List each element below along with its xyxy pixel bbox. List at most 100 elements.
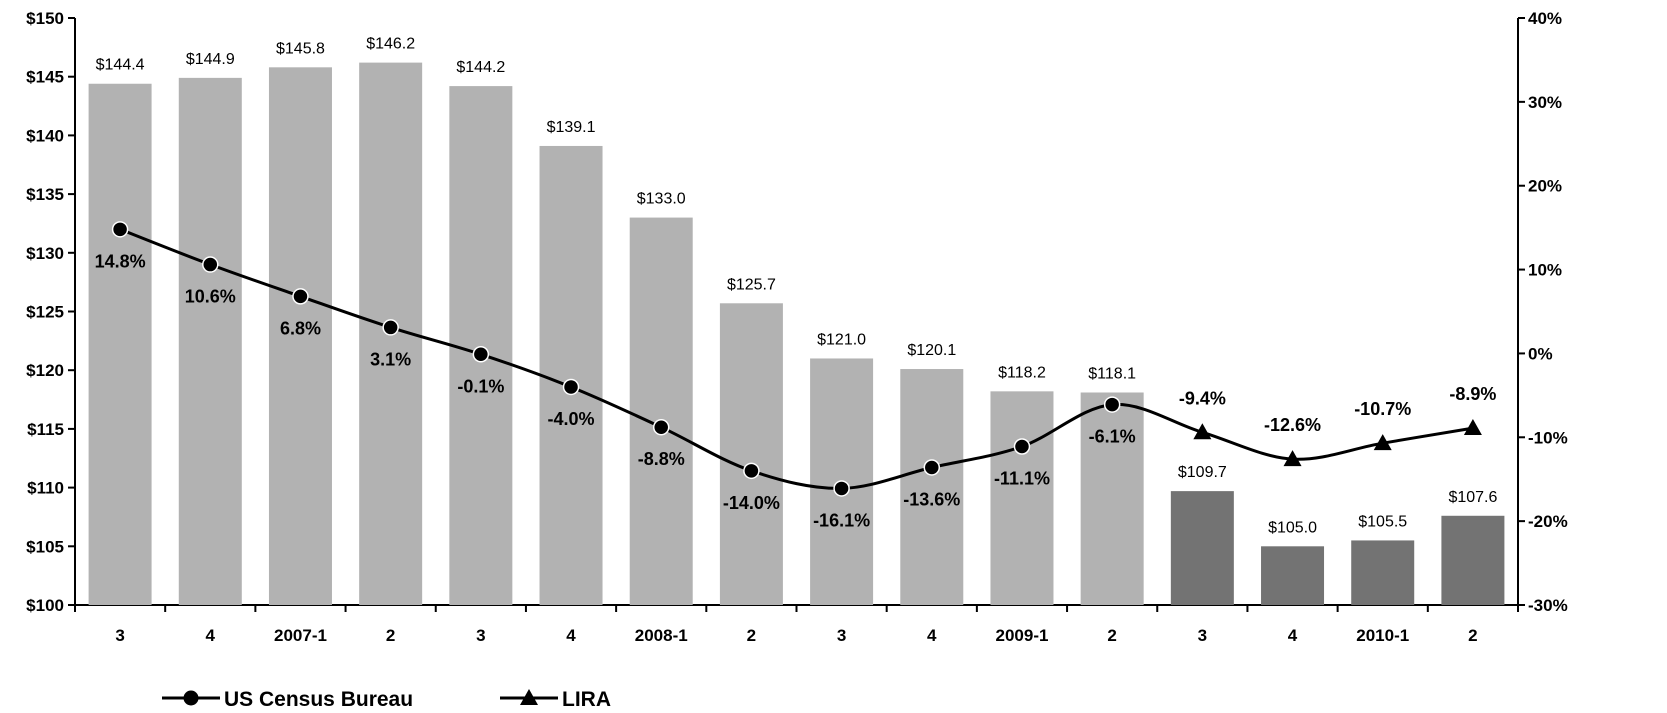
census-point xyxy=(202,256,219,273)
census-value-label: 10.6% xyxy=(185,287,236,307)
x-tick-label: 4 xyxy=(1288,626,1298,645)
census-value-label: 3.1% xyxy=(370,349,411,369)
y-right-tick-label: 10% xyxy=(1528,261,1562,280)
bar xyxy=(1441,515,1505,605)
bar-value-label: $105.5 xyxy=(1358,513,1407,530)
census-point xyxy=(923,459,941,476)
axes: $100 $105 $110 $115 $120 $125 $130 $135 $140 $145… xyxy=(26,9,1568,645)
lira-value-label: -9.4% xyxy=(1179,388,1226,408)
y-left-tick-label: $105 xyxy=(26,537,64,556)
y-right-tick-label: 20% xyxy=(1528,177,1562,196)
bar xyxy=(990,391,1054,605)
y-left-tick-label: $125 xyxy=(26,303,64,322)
bar-value-label: $139.1 xyxy=(547,119,596,136)
lira-value-label: -8.9% xyxy=(1449,384,1496,404)
x-tick-label: 2009-1 xyxy=(996,626,1049,645)
census-point xyxy=(292,288,309,305)
bar-value-label: $144.9 xyxy=(186,51,235,68)
x-tick-label: 3 xyxy=(115,626,124,645)
bar-value-label: $145.8 xyxy=(276,40,325,57)
lira-point xyxy=(1463,419,1482,436)
y-left-tick-label: $145 xyxy=(26,68,64,87)
y-left-tick-label: $135 xyxy=(26,185,64,204)
census-value-label: 6.8% xyxy=(280,318,321,338)
bar-value-label: $107.6 xyxy=(1448,489,1497,506)
y-right-tick-label: -30% xyxy=(1528,596,1568,615)
census-value-label: -13.6% xyxy=(903,489,960,509)
x-tick-label: 3 xyxy=(837,626,846,645)
census-point xyxy=(1103,396,1121,413)
census-point xyxy=(652,418,670,436)
x-tick-label: 3 xyxy=(476,626,485,645)
x-tick-label: 4 xyxy=(566,626,576,645)
legend-census-label: US Census Bureau xyxy=(224,688,413,711)
bar xyxy=(900,369,964,605)
x-tick-label: 2 xyxy=(1107,626,1116,645)
bar xyxy=(449,86,513,606)
census-value-label: -11.1% xyxy=(994,469,1050,489)
lira-point xyxy=(1193,423,1212,440)
legend-lira-label: LIRA xyxy=(562,688,611,711)
census-value-label: -0.1% xyxy=(457,376,504,396)
y-left-tick-label: $150 xyxy=(26,9,64,28)
bar-value-label: $125.7 xyxy=(727,276,776,293)
lira-value-label: -10.7% xyxy=(1354,399,1411,419)
bar xyxy=(1170,491,1234,605)
y-left-tick-label: $130 xyxy=(26,244,64,263)
series-markers xyxy=(111,221,1482,497)
y-left-tick-label: $100 xyxy=(26,596,64,615)
legend: US Census Bureau LIRA xyxy=(162,688,611,711)
series-lines xyxy=(119,227,1474,490)
census-value-label: -14.0% xyxy=(723,493,780,513)
bar xyxy=(1261,546,1325,605)
y-left-tick-label: $120 xyxy=(26,361,64,380)
x-tick-label: 4 xyxy=(206,626,216,645)
y-left-tick-label: $140 xyxy=(26,126,64,145)
lira-point xyxy=(1373,434,1392,451)
bar-value-labels: $144.4 $144.9 $145.8 $146.2 $144.2 $139.1 $133… xyxy=(96,36,1498,537)
bar xyxy=(539,145,603,605)
bar xyxy=(719,303,783,605)
x-tick-label: 2 xyxy=(1468,626,1477,645)
x-tick-label: 2007-1 xyxy=(274,626,327,645)
x-tick-label: 2008-1 xyxy=(635,626,688,645)
legend-lira-marker xyxy=(520,689,538,705)
census-point xyxy=(111,221,129,238)
trend-line xyxy=(119,227,1474,490)
legend-census-marker xyxy=(183,690,199,706)
y-right-tick-label: 40% xyxy=(1528,9,1562,28)
bar-value-label: $118.1 xyxy=(1088,366,1136,383)
bar-value-label: $144.2 xyxy=(456,59,505,76)
census-value-label: -4.0% xyxy=(548,409,595,429)
bar xyxy=(1080,392,1144,605)
bar-value-label: $121.0 xyxy=(817,331,866,348)
census-value-label: 14.8% xyxy=(95,251,146,271)
census-point xyxy=(743,462,760,480)
bar-value-label: $109.7 xyxy=(1178,464,1227,481)
x-tick-label: 2 xyxy=(386,626,395,645)
bar xyxy=(268,67,332,606)
lira-point xyxy=(1283,450,1302,467)
census-value-label: -6.1% xyxy=(1089,427,1136,447)
y-right-tick-label: -10% xyxy=(1528,428,1568,447)
bar-value-label: $144.4 xyxy=(96,57,145,74)
y-right-tick-label: -20% xyxy=(1528,512,1568,531)
y-left-tick-label: $110 xyxy=(27,479,64,498)
bar-value-label: $133.0 xyxy=(637,191,686,208)
census-point xyxy=(1013,438,1031,455)
bar-value-label: $120.1 xyxy=(907,342,956,359)
census-point xyxy=(833,480,850,497)
y-right-tick-label: 30% xyxy=(1528,93,1562,112)
x-tick-label: 2010-1 xyxy=(1356,626,1409,645)
bar xyxy=(629,217,693,605)
x-tick-label: 4 xyxy=(927,626,937,645)
bar-value-label: $105.0 xyxy=(1268,519,1317,536)
census-point xyxy=(382,319,399,336)
bar-value-label: $146.2 xyxy=(366,36,415,53)
x-tick-label: 3 xyxy=(1198,626,1207,645)
census-point xyxy=(562,378,580,396)
census-value-label: -16.1% xyxy=(813,510,870,530)
bar-value-label: $118.2 xyxy=(998,364,1046,381)
percent-labels: 14.8% 10.6% 6.8% 3.1% -0.1% -4.0% -8.8% -14.0% -… xyxy=(95,251,1497,530)
